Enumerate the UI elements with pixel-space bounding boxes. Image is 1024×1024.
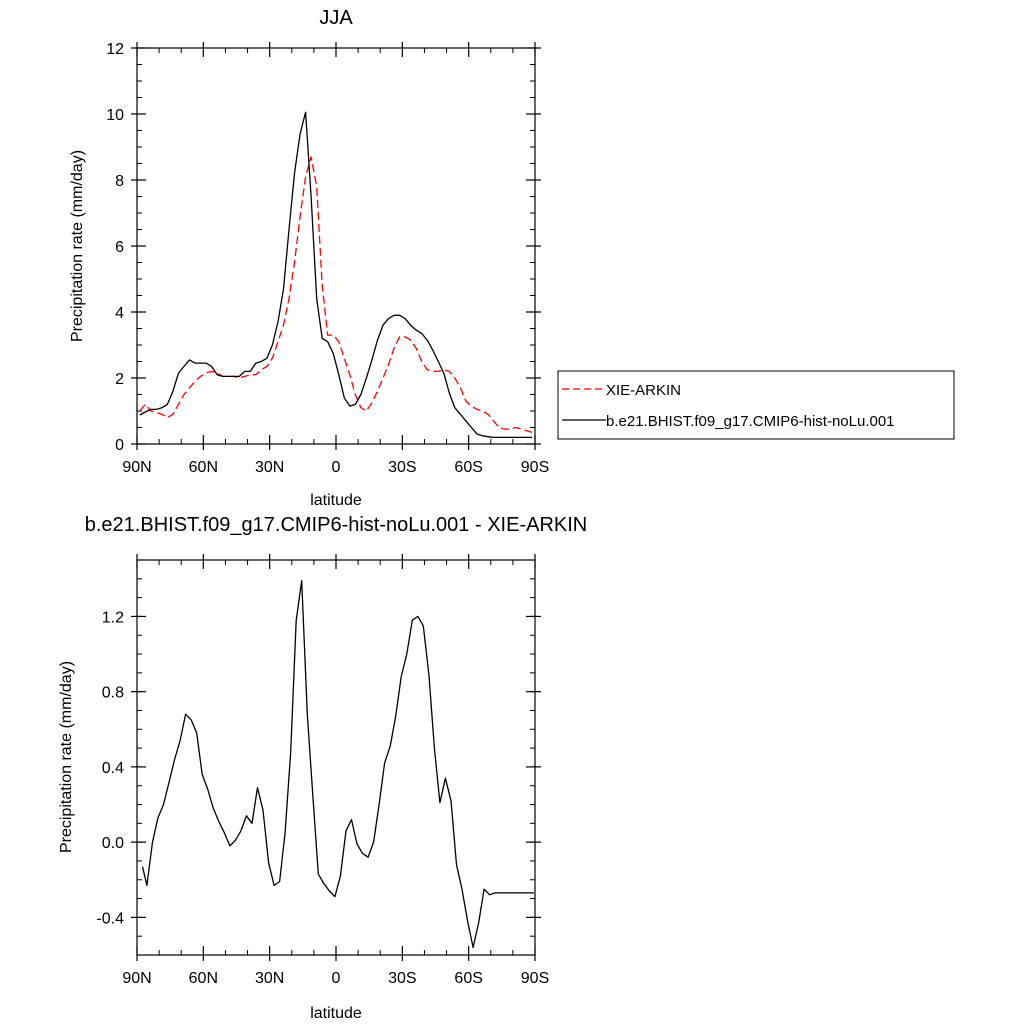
bottom-chart-title: b.e21.BHIST.f09_g17.CMIP6-hist-noLu.001 …	[85, 514, 587, 536]
top-axis-ticks	[131, 42, 541, 450]
top-x-tick-label: 90S	[521, 459, 549, 476]
bottom-x-tick-label: 90S	[521, 970, 549, 987]
top-y-tick-label: 4	[115, 305, 124, 322]
bottom-x-tick-label: 30S	[388, 970, 416, 987]
top-series-line-xie-arkin	[139, 156, 533, 434]
legend-box	[557, 370, 955, 440]
bottom-y-tick-label: 0.0	[102, 835, 124, 852]
top-plot-series	[139, 111, 533, 439]
bottom-y-axis-label: Precipitation rate (mm/day)	[58, 661, 75, 853]
bottom-series-line-difference	[141, 580, 534, 949]
top-tick-labels: 90N 60N 30N 0 30S 60S 90S 0 2 4 6 8 10 12	[106, 41, 549, 476]
bottom-panel: b.e21.BHIST.f09_g17.CMIP6-hist-noLu.001 …	[58, 514, 587, 1022]
bottom-plot-series	[141, 580, 534, 949]
legend-label-model: b.e21.BHIST.f09_g17.CMIP6-hist-noLu.001	[606, 413, 895, 430]
top-x-tick-label: 60N	[189, 459, 218, 476]
top-y-tick-label: 8	[115, 173, 124, 190]
bottom-y-tick-label: -0.4	[96, 910, 124, 927]
bottom-x-tick-label: 60S	[454, 970, 482, 987]
top-panel: JJA 90N 60N 30N 0 30S 60S 90S 0 2 4 6 8 10 12 latitud…	[69, 7, 549, 509]
top-y-tick-label: 6	[115, 239, 124, 256]
legend-label-xie-arkin: XIE-ARKIN	[606, 382, 681, 399]
bottom-x-axis-label: latitude	[310, 1005, 362, 1022]
top-y-tick-label: 2	[115, 371, 124, 388]
top-chart-title: JJA	[319, 7, 353, 29]
bottom-axis-ticks	[131, 554, 541, 961]
top-x-axis-label: latitude	[310, 492, 362, 509]
top-y-tick-label: 0	[115, 437, 124, 454]
bottom-y-tick-label: 0.8	[102, 685, 124, 702]
legend: XIE-ARKIN b.e21.BHIST.f09_g17.CMIP6-hist…	[557, 370, 955, 440]
bottom-tick-labels: 90N 60N 30N 0 30S 60S 90S -0.4 0.0 0.4 0.8 1.2	[96, 609, 549, 987]
top-series-line-model	[139, 111, 533, 439]
top-plot-frame	[136, 47, 536, 445]
top-x-tick-label: 0	[332, 459, 341, 476]
top-y-tick-label: 12	[106, 41, 124, 58]
top-x-tick-label: 30S	[388, 459, 416, 476]
bottom-y-tick-label: 0.4	[102, 760, 124, 777]
legend-entry-xie-arkin: XIE-ARKIN	[562, 382, 681, 399]
bottom-x-tick-label: 60N	[189, 970, 218, 987]
bottom-x-tick-label: 30N	[255, 970, 284, 987]
bottom-plot-frame	[136, 559, 536, 956]
top-y-tick-label: 10	[106, 107, 124, 124]
top-x-tick-label: 30N	[255, 459, 284, 476]
top-y-axis-label: Precipitation rate (mm/day)	[69, 150, 86, 342]
bottom-x-tick-label: 0	[332, 970, 341, 987]
top-x-tick-label: 90N	[122, 459, 151, 476]
top-x-tick-label: 60S	[454, 459, 482, 476]
legend-entry-model: b.e21.BHIST.f09_g17.CMIP6-hist-noLu.001	[562, 413, 895, 430]
bottom-x-tick-label: 90N	[122, 970, 151, 987]
bottom-y-tick-label: 1.2	[102, 609, 124, 626]
